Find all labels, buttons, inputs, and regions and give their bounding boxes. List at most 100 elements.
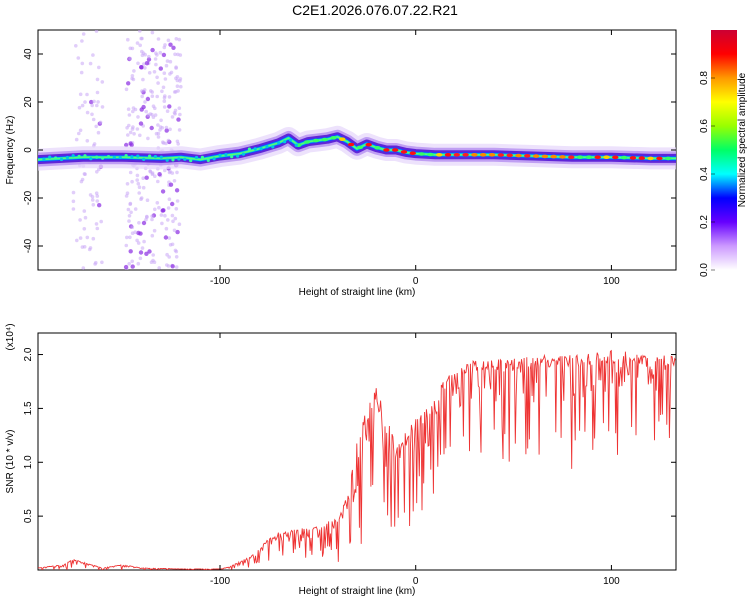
ridge-point (283, 140, 287, 144)
noise-speckle (147, 249, 152, 254)
noise-speckle (131, 106, 136, 110)
noise-speckle (95, 199, 100, 203)
noise-speckle (168, 42, 173, 47)
noise-speckle (78, 236, 83, 240)
ridge-point (277, 141, 281, 145)
noise-speckle (140, 89, 144, 93)
noise-speckle (100, 80, 105, 84)
y-tick-label: 20 (23, 96, 34, 108)
noise-speckle (78, 128, 83, 133)
noise-speckle (138, 250, 144, 255)
noise-speckle (124, 87, 129, 92)
y-tick-label: -40 (23, 238, 34, 253)
noise-speckle (174, 254, 179, 259)
noise-speckle (96, 130, 101, 135)
ridge-point (153, 155, 157, 159)
ridge-point (247, 147, 251, 151)
snr-scale-label: (x10⁴) (5, 323, 16, 350)
noise-speckle (155, 201, 160, 205)
ridge-peak (471, 153, 478, 157)
noise-speckle (133, 207, 138, 211)
noise-speckle (164, 226, 169, 231)
colorbar-tick-label: 0.4 (699, 167, 710, 181)
noise-speckle (88, 61, 93, 66)
noise-speckle (71, 207, 76, 211)
y-tick-label: 1.5 (23, 401, 34, 415)
ridge-point (177, 157, 181, 161)
ridge-point (118, 155, 122, 159)
ridge-peak (453, 153, 460, 157)
noise-speckle (170, 115, 175, 119)
noise-speckle (166, 206, 171, 210)
noise-speckle (130, 76, 134, 81)
noise-speckle (166, 38, 171, 43)
noise-speckle (142, 239, 146, 244)
ridge-point (259, 147, 263, 151)
noise-speckle (127, 113, 132, 117)
ridge-peak (383, 148, 390, 152)
noise-speckle (148, 170, 153, 174)
noise-speckle (150, 172, 155, 176)
noise-speckle (125, 191, 130, 195)
noise-speckle (128, 130, 133, 135)
ridge-peak (524, 154, 531, 158)
noise-speckle (145, 198, 150, 202)
noise-speckle (161, 140, 165, 144)
ridge-peak (638, 156, 645, 160)
noise-speckle (140, 94, 144, 99)
ridge-point (142, 157, 146, 161)
noise-speckle (100, 260, 104, 265)
noise-speckle (157, 266, 161, 270)
ridge-point (171, 158, 175, 162)
noise-speckle (132, 69, 136, 73)
noise-speckle (141, 185, 146, 190)
noise-speckle (167, 104, 172, 109)
noise-speckle (147, 54, 151, 59)
noise-speckle (100, 105, 105, 109)
colorbar-label: Normalized spectral amplitude (737, 72, 748, 207)
ridge-point (230, 155, 234, 159)
noise-speckle (94, 222, 99, 226)
noise-speckle (158, 128, 162, 132)
noise-speckle (128, 141, 133, 146)
noise-speckle (174, 37, 179, 41)
ridge-peak (568, 155, 575, 159)
noise-speckle (80, 103, 85, 108)
noise-speckle (74, 44, 78, 48)
noise-speckle (172, 179, 177, 183)
noise-speckle (143, 100, 147, 104)
noise-speckle (138, 43, 142, 48)
spectrogram-y-axis-label: Frequency (Hz) (5, 116, 16, 185)
noise-speckle (78, 92, 83, 97)
noise-speckle (176, 89, 180, 93)
noise-speckle (90, 112, 94, 117)
noise-speckle (138, 121, 144, 126)
ridge-point (112, 155, 116, 159)
noise-speckle (167, 197, 172, 201)
snr-series-line (38, 349, 676, 570)
noise-speckle (95, 103, 99, 108)
noise-speckle (130, 74, 135, 78)
y-tick-label: 2.0 (23, 347, 34, 361)
x-tick-label: -100 (210, 576, 230, 587)
noise-speckle (150, 217, 154, 222)
noise-speckle (131, 125, 135, 129)
noise-speckle (141, 176, 145, 180)
noise-speckle (155, 94, 159, 99)
noise-speckle (83, 215, 88, 220)
ridge-peak (585, 155, 593, 159)
chart-title: C2E1.2026.076.07.22.R21 (292, 2, 458, 18)
ridge-peak (620, 155, 628, 160)
noise-speckle (173, 112, 177, 116)
ridge-point (136, 154, 140, 158)
noise-speckle (175, 84, 180, 88)
noise-speckle (83, 100, 87, 104)
noise-speckle (90, 198, 95, 202)
noise-speckle (138, 133, 142, 138)
noise-speckle (138, 30, 142, 33)
noise-speckle (177, 128, 182, 132)
noise-speckle (82, 209, 87, 213)
noise-speckle (174, 265, 179, 269)
noise-speckle (152, 70, 157, 74)
noise-speckle (77, 105, 82, 110)
